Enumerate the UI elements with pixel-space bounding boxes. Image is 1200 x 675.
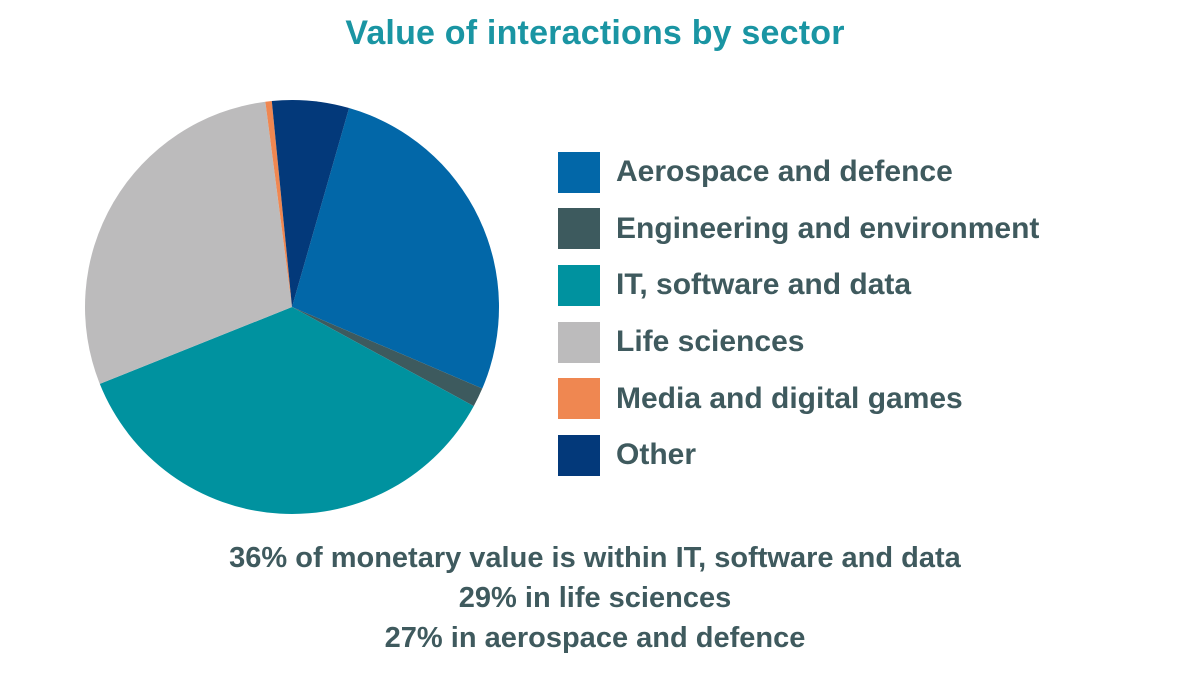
pie-slice-other [271,100,350,307]
legend-item-media-and-digital-games: Media and digital games [558,370,1039,427]
legend-swatch-media-and-digital-games [558,378,600,420]
legend-label-other: Other [616,438,697,472]
chart-title: Value of interactions by sector [345,14,845,52]
pie-slice-it-software-and-data [99,307,474,515]
annotation-aerospace-defence: 27% in aerospace and defence [384,622,806,654]
legend-label-it-software-and-data: IT, software and data [616,268,912,302]
legend-item-other: Other [558,427,1039,484]
legend: Aerospace and defence Engineering and en… [558,144,1039,484]
pie-slice-media-and-digital-games [265,100,292,308]
legend-swatch-it-software-and-data [558,264,600,306]
legend-swatch-engineering-and-environment [558,208,600,250]
legend-item-it-software-and-data: IT, software and data [558,257,1039,314]
legend-item-aerospace-and-defence: Aerospace and defence [558,144,1039,201]
legend-item-engineering-and-environment: Engineering and environment [558,201,1039,258]
legend-swatch-other [558,434,600,476]
pie-slice-aerospace-and-defence [292,108,500,389]
pie-slice-life-sciences [84,101,293,384]
legend-label-media-and-digital-games: Media and digital games [616,381,963,415]
annotation-life-sciences: 29% in life sciences [458,582,732,614]
legend-swatch-aerospace-and-defence [558,151,600,193]
legend-label-aerospace-and-defence: Aerospace and defence [616,155,953,189]
pie-slice-engineering-and-environment [292,307,483,407]
legend-item-life-sciences: Life sciences [558,314,1039,371]
legend-label-engineering-and-environment: Engineering and environment [616,211,1040,245]
pie-chart [84,100,500,515]
annotations: 36% of monetary value is within IT, soft… [0,538,1190,658]
legend-label-life-sciences: Life sciences [616,325,805,359]
annotation-it-software-data: 36% of monetary value is within IT, soft… [229,542,961,574]
legend-swatch-life-sciences [558,321,600,363]
